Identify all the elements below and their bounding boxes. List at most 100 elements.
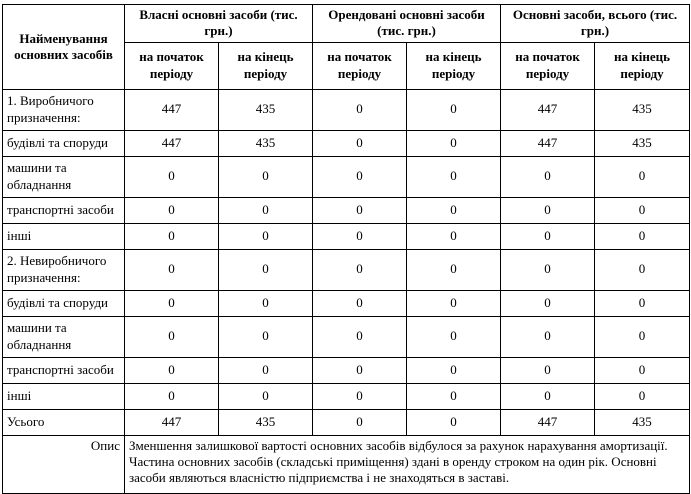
cell-value: 435 <box>594 129 691 157</box>
cell-value: 0 <box>218 196 313 224</box>
cell-value: 0 <box>218 248 313 291</box>
cell-value: 0 <box>405 222 502 250</box>
description-text: Зменшення залишкової вартості основних з… <box>123 434 691 494</box>
cell-value: 0 <box>594 222 691 250</box>
cell-value: 0 <box>594 289 691 317</box>
cell-value: 0 <box>312 356 407 384</box>
cell-value: 0 <box>218 222 313 250</box>
table-header: Найменування основних засобів Власні осн… <box>2 4 691 90</box>
table-row: машини та обладнання 0 0 0 0 0 0 <box>2 315 691 358</box>
table-row: 2. Невиробничого призначення: 0 0 0 0 0 0 <box>2 248 691 291</box>
cell-value: 0 <box>500 196 596 224</box>
column-group-own-assets: Власні основні засоби (тис. грн.) <box>124 4 313 43</box>
column-header-total-period-start: на початок періоду <box>500 41 596 90</box>
cell-value: 0 <box>405 356 502 384</box>
cell-value: 447 <box>124 129 219 157</box>
cell-value: 0 <box>218 315 313 358</box>
cell-value: 447 <box>500 408 596 436</box>
cell-value: 0 <box>594 315 691 358</box>
cell-value: 0 <box>312 196 407 224</box>
table-row: інші 0 0 0 0 0 0 <box>2 222 691 250</box>
cell-value: 447 <box>500 88 596 131</box>
table-row: інші 0 0 0 0 0 0 <box>2 382 691 410</box>
column-header-own-period-end: на кінець періоду <box>218 41 313 90</box>
cell-value: 0 <box>312 382 407 410</box>
cell-value: 0 <box>124 222 219 250</box>
cell-value: 0 <box>312 222 407 250</box>
cell-value: 0 <box>500 382 596 410</box>
column-header-total-period-end: на кінець періоду <box>594 41 691 90</box>
cell-value: 0 <box>405 289 502 317</box>
cell-value: 0 <box>594 155 691 198</box>
column-header-rented-period-end: на кінець періоду <box>405 41 502 90</box>
cell-value: 0 <box>594 248 691 291</box>
row-label: Усього <box>2 408 125 436</box>
page: Найменування основних засобів Власні осн… <box>2 4 691 494</box>
cell-value: 0 <box>312 155 407 198</box>
cell-value: 435 <box>594 88 691 131</box>
table-row: транспортні засоби 0 0 0 0 0 0 <box>2 196 691 224</box>
cell-value: 0 <box>405 408 502 436</box>
row-label: транспортні засоби <box>2 356 125 384</box>
cell-value: 0 <box>218 155 313 198</box>
cell-value: 0 <box>405 382 502 410</box>
table-row: 1. Виробничого призначення: 447 435 0 0 447 43… <box>2 88 691 131</box>
cell-value: 0 <box>405 248 502 291</box>
table-header-row-groups: Найменування основних засобів Власні осн… <box>2 4 691 90</box>
cell-value: 0 <box>124 315 219 358</box>
cell-value: 0 <box>312 315 407 358</box>
table-header-row-periods: на початок періоду на кінець періоду на … <box>3 41 691 90</box>
row-label: 2. Невиробничого призначення: <box>2 248 125 291</box>
description-label: Опис <box>2 434 125 494</box>
cell-value: 447 <box>124 88 219 131</box>
table-body: 1. Виробничого призначення: 447 435 0 0 447 43… <box>2 88 691 436</box>
cell-value: 435 <box>218 88 313 131</box>
cell-value: 0 <box>405 155 502 198</box>
row-label: 1. Виробничого призначення: <box>2 88 125 131</box>
cell-value: 0 <box>405 196 502 224</box>
cell-value: 0 <box>500 155 596 198</box>
table-row: Усього 447 435 0 0 447 435 <box>2 408 691 436</box>
cell-value: 0 <box>500 356 596 384</box>
cell-value: 0 <box>312 248 407 291</box>
row-label: будівлі та споруди <box>2 289 125 317</box>
cell-value: 0 <box>500 289 596 317</box>
table-row: будівлі та споруди 0 0 0 0 0 0 <box>2 289 691 317</box>
cell-value: 0 <box>312 289 407 317</box>
cell-value: 435 <box>594 408 691 436</box>
cell-value: 0 <box>594 356 691 384</box>
cell-value: 0 <box>312 88 407 131</box>
cell-value: 0 <box>218 382 313 410</box>
row-label: будівлі та споруди <box>2 129 125 157</box>
cell-value: 0 <box>405 315 502 358</box>
row-label: інші <box>2 222 125 250</box>
cell-value: 0 <box>124 155 219 198</box>
cell-value: 0 <box>218 356 313 384</box>
column-header-rented-period-start: на початок періоду <box>312 41 407 90</box>
cell-value: 0 <box>594 382 691 410</box>
cell-value: 435 <box>218 129 313 157</box>
table-description: Опис Зменшення залишкової вартості основ… <box>2 434 691 494</box>
row-label: машини та обладнання <box>2 155 125 198</box>
cell-value: 0 <box>124 196 219 224</box>
description-row: Опис Зменшення залишкової вартості основ… <box>2 434 691 494</box>
cell-value: 0 <box>405 129 502 157</box>
cell-value: 0 <box>124 356 219 384</box>
cell-value: 0 <box>500 315 596 358</box>
cell-value: 0 <box>312 129 407 157</box>
table-row: транспортні засоби 0 0 0 0 0 0 <box>2 356 691 384</box>
cell-value: 0 <box>312 408 407 436</box>
column-header-asset-name: Найменування основних засобів <box>2 4 125 90</box>
column-header-own-period-start: на початок періоду <box>124 41 219 90</box>
row-label: машини та обладнання <box>2 315 125 358</box>
cell-value: 0 <box>500 222 596 250</box>
cell-value: 0 <box>500 248 596 291</box>
cell-value: 0 <box>405 88 502 131</box>
cell-value: 0 <box>124 289 219 317</box>
cell-value: 447 <box>124 408 219 436</box>
row-label: транспортні засоби <box>2 196 125 224</box>
table-row: будівлі та споруди 447 435 0 0 447 435 <box>2 129 691 157</box>
cell-value: 0 <box>124 382 219 410</box>
cell-value: 435 <box>218 408 313 436</box>
cell-value: 0 <box>218 289 313 317</box>
